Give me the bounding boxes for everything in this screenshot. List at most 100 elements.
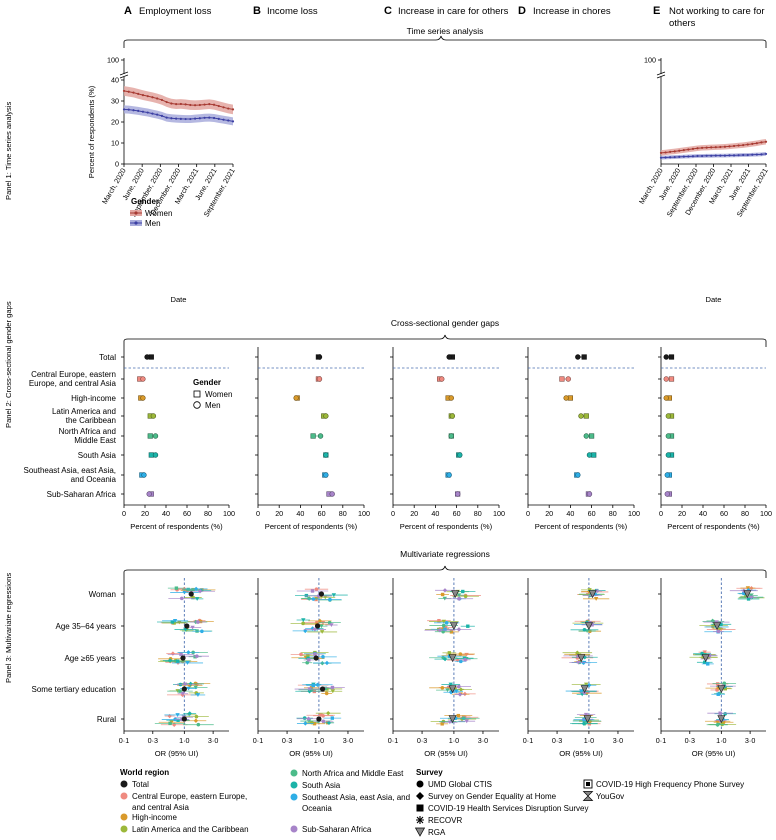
legend-label-women: Women — [205, 390, 232, 399]
total-estimate-rga — [584, 622, 593, 631]
regional-estimate — [579, 689, 584, 694]
col-title-e-line2: others — [669, 18, 696, 29]
x-axis-title: Percent of respondents (%) — [667, 522, 760, 531]
data-point — [217, 117, 220, 120]
total-estimate-rga — [743, 590, 752, 599]
marker-men — [586, 491, 593, 497]
regional-estimate — [442, 656, 448, 662]
regional-estimate — [321, 719, 326, 724]
y-tick-label: 30 — [111, 97, 119, 106]
regional-estimate — [461, 589, 465, 594]
marker-men — [664, 472, 670, 478]
regression-charts: Woman Age 35–64 years Age ≥65 years Some te… — [32, 578, 766, 758]
marker-women — [583, 413, 589, 419]
regional-estimate — [440, 686, 445, 690]
regional-estimate — [313, 652, 317, 656]
total-estimate-rga — [448, 715, 457, 724]
data-point — [714, 146, 717, 149]
regional-estimate — [445, 688, 450, 693]
x-tick-label: 100 — [223, 509, 235, 518]
survey-marker-hourglass — [582, 791, 594, 801]
regional-estimate — [582, 628, 587, 632]
row-label-central-europe-eastern-europe-and-central-asia: Central Europe, eastern — [31, 370, 116, 379]
regional-estimate — [717, 626, 722, 632]
data-point — [687, 155, 690, 158]
marker-men — [152, 433, 159, 439]
regional-estimate — [179, 596, 184, 601]
regional-estimate — [464, 719, 469, 724]
data-point — [212, 116, 216, 120]
data-point — [141, 94, 145, 97]
regional-estimate — [187, 683, 193, 688]
regional-estimate — [167, 658, 173, 663]
column-headers: A Employment loss B Income loss C Increa… — [124, 5, 765, 29]
regional-estimate — [324, 660, 330, 666]
x-tick-label: 0 — [122, 509, 126, 518]
marker-men — [323, 413, 329, 419]
regional-estimate — [330, 689, 336, 694]
total-estimate — [180, 655, 186, 661]
regional-estimate — [303, 721, 308, 726]
data-point — [678, 155, 681, 158]
regional-estimate — [746, 587, 751, 593]
legend-region-high-income: High-income — [120, 813, 177, 822]
section-brace-cs: Cross-sectional gender gaps — [123, 318, 767, 347]
x-tick-label: 80 — [474, 509, 482, 518]
total-estimate — [316, 716, 322, 722]
data-point — [137, 109, 140, 112]
regional-estimate — [745, 586, 751, 591]
legend-survey-rga: RGA — [414, 827, 446, 837]
legend-label: COVID-19 High Frequency Phone Survey — [596, 780, 744, 789]
data-point — [165, 100, 168, 104]
data-point — [719, 145, 722, 149]
regional-estimate — [310, 589, 315, 593]
total-estimate-rga — [448, 685, 457, 694]
marker-men — [665, 452, 672, 458]
regional-estimate — [582, 655, 587, 660]
total-estimate — [181, 686, 187, 692]
total-estimate — [188, 591, 194, 597]
data-point — [678, 149, 681, 152]
marker-men — [565, 376, 571, 382]
data-point — [137, 92, 140, 95]
x-axis-title: Percent of respondents (%) — [265, 522, 358, 531]
regional-estimate — [307, 658, 311, 662]
regional-estimate — [186, 650, 191, 655]
marker-men — [323, 472, 329, 478]
x-tick-label: 60 — [720, 509, 728, 518]
regional-estimate — [176, 718, 180, 722]
x-tick-label: 20 — [410, 509, 418, 518]
regional-estimate — [586, 589, 592, 594]
regional-estimate — [180, 691, 186, 696]
regional-estimate — [198, 619, 203, 624]
regional-estimate — [437, 618, 441, 623]
mv-column-employment-loss: 0·1 0·3 1·0 3·0 OR (95% UI) — [119, 578, 229, 758]
regional-estimate — [440, 722, 444, 726]
legend-region-sub-saharan-africa: Sub-Saharan Africa — [290, 825, 372, 834]
regional-estimate — [594, 588, 600, 594]
regional-estimate — [197, 589, 203, 594]
marker-men — [140, 376, 146, 382]
regional-estimate — [710, 618, 715, 624]
data-point — [746, 143, 749, 146]
regional-estimate — [441, 623, 446, 628]
row-label-south-asia: South Asia — [78, 451, 117, 460]
data-point — [764, 152, 768, 156]
series-men — [122, 105, 235, 126]
regional-estimate — [318, 713, 323, 718]
marker-men — [316, 376, 323, 382]
regional-estimate — [301, 618, 306, 623]
regional-estimate — [466, 624, 470, 628]
regional-estimate — [444, 621, 449, 625]
regional-estimate — [177, 620, 182, 625]
x-tick-label: 100 — [628, 509, 640, 518]
regional-estimate — [195, 654, 199, 658]
x-tick-label: 0·1 — [388, 736, 398, 745]
regional-estimate — [331, 593, 337, 598]
data-point — [691, 147, 695, 150]
x-tick-label: 1·0 — [716, 736, 726, 745]
marker-women — [310, 433, 316, 439]
data-point — [198, 117, 201, 120]
regional-estimate — [447, 720, 453, 725]
data-point — [184, 103, 187, 106]
